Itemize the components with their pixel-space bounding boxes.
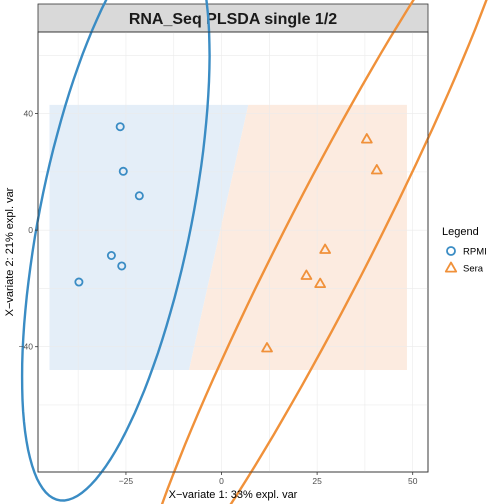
rpmi-point xyxy=(74,277,84,287)
y-tick-label: 40 xyxy=(24,109,34,119)
legend-label-sera: Sera xyxy=(463,264,484,275)
x-tick-label: 25 xyxy=(312,476,322,486)
y-axis-title: X−variate 2: 21% expl. var xyxy=(4,187,16,316)
sera-region xyxy=(189,104,407,371)
title-strip: RNA_Seq PLSDA single 1/2 xyxy=(37,3,429,33)
chart-title: RNA_Seq PLSDA single 1/2 xyxy=(129,11,337,28)
legend-label-rpmi: RPMI xyxy=(463,247,487,258)
grid-lines xyxy=(38,32,428,472)
rpmi-ellipse xyxy=(20,0,211,502)
rpmi-point xyxy=(117,261,127,271)
legend-title: Legend xyxy=(442,226,479,238)
rpmi-point xyxy=(134,191,144,201)
confidence-ellipses xyxy=(20,0,488,504)
sera-point xyxy=(300,269,313,280)
x-tick-label: 50 xyxy=(408,476,418,486)
rpmi-point xyxy=(106,250,116,260)
sera-point xyxy=(319,243,332,254)
y-tick-label: −40 xyxy=(19,342,34,352)
sample-points xyxy=(74,122,383,353)
legend-key-sera xyxy=(444,261,458,273)
rpmi-point xyxy=(118,166,128,176)
panel-border xyxy=(37,31,429,473)
rpmi-point xyxy=(115,122,125,132)
decision-regions xyxy=(49,104,407,371)
sera-ellipse xyxy=(160,0,488,504)
sera-point xyxy=(360,133,373,144)
rpmi-region xyxy=(49,104,249,371)
y-tick-label: 0 xyxy=(28,225,33,235)
sera-point xyxy=(314,277,327,289)
x-tick-label: 0 xyxy=(219,476,224,486)
x-axis-title: X−variate 1: 33% expl. var xyxy=(169,489,298,501)
x-tick-label: −25 xyxy=(119,476,134,486)
legend-key-rpmi xyxy=(446,246,456,256)
sera-point xyxy=(261,342,273,353)
axis-ticks: −25 0 25 50 −40 0 40 xyxy=(19,109,418,486)
legend: Legend RPMI Sera xyxy=(442,226,487,275)
sera-point xyxy=(370,163,383,175)
